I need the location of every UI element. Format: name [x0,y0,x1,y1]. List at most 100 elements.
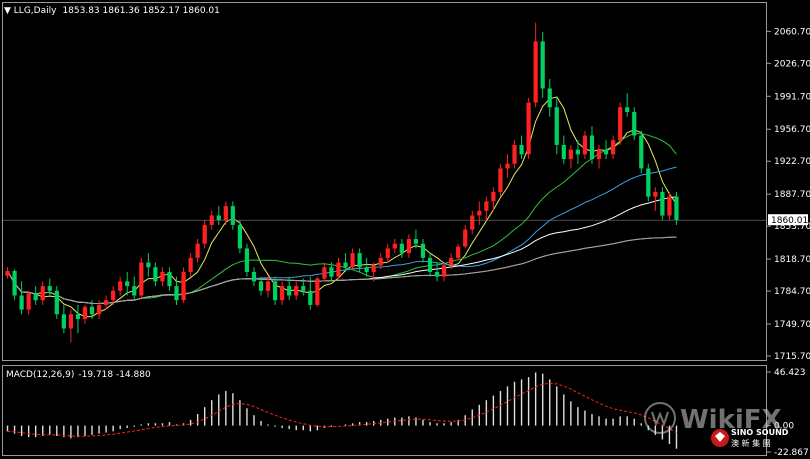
candle [667,191,672,221]
candle [280,281,285,305]
candle [12,269,17,301]
candle [603,140,609,160]
candle-body [533,41,538,103]
candle [146,253,151,277]
current-price-label: 1860.01 [771,216,808,226]
candle-body [75,314,81,320]
candle-body [322,267,327,279]
candle [618,102,623,145]
candle-body [12,271,17,296]
candle-body [237,224,243,249]
ma-blue-line [7,166,677,305]
candle [230,201,235,230]
candle [301,278,306,296]
candle [364,257,369,277]
candle-body [625,107,630,112]
candle [427,253,433,277]
candle-body [132,286,137,296]
main-panel-border [2,2,767,361]
candle-body [160,271,165,282]
candle [413,229,419,249]
candle-body [603,149,609,155]
candle-body [54,290,59,315]
candle [336,257,341,279]
candle [519,135,524,160]
candle-body [195,243,200,258]
candle [125,271,130,296]
candle [434,262,440,282]
candle-body [315,278,320,305]
candle [315,276,320,307]
candle-body [420,243,426,258]
candle [287,276,292,301]
price-tick-label: 1818.70 [774,255,810,265]
candle [153,262,158,287]
candle [82,304,88,324]
candle [456,243,461,260]
price-tick-label: 1887.70 [774,190,810,200]
candle-body [96,304,102,315]
candle [547,79,552,117]
macd-tick-label: -22.867 [774,448,809,458]
candle-body [547,88,552,108]
price-axis: 2060.70 2026.70 1991.70 1956.70 1922.70 1887.… [767,27,810,362]
candle [132,276,137,301]
candle [385,243,390,263]
candle-body [378,257,383,266]
candle-body [484,201,489,211]
price-tick-label: 1956.70 [774,125,810,135]
candle-body [174,286,179,301]
candle-body [456,246,461,258]
candle [19,281,24,315]
candle-body [385,248,390,258]
candle-body [667,196,672,216]
candle-body [40,286,45,301]
candle [188,253,193,277]
candle [223,201,228,225]
candle-body [618,107,623,141]
macd-histogram [6,372,678,449]
candle [498,163,503,197]
price-tick-label: 2060.70 [774,27,810,37]
candle [160,267,165,287]
candle [392,239,397,254]
candle-body [632,111,637,136]
candle [449,253,454,270]
candle-body [646,168,651,197]
candle-body [244,248,250,272]
candle-body [19,295,24,310]
candle [632,107,637,141]
ma-fast-line [7,96,677,318]
candle [526,97,531,160]
candle-body [596,149,602,160]
candle [216,206,221,225]
candle-body [89,306,95,315]
candle-body [589,135,595,160]
candle [350,248,355,270]
candle-body [364,267,369,272]
candle [202,220,207,249]
candle-body [125,281,130,287]
candle [596,144,602,169]
candle [406,234,412,258]
candle-body [392,243,397,249]
candle-body [265,281,271,291]
candle-body [491,191,496,202]
candle-body [526,102,531,155]
candle-body [610,140,616,155]
candle-body [674,196,679,221]
candle-body [449,257,454,266]
candle-body [350,253,355,268]
candle [674,191,679,225]
candle [89,300,95,320]
candle-body [26,293,31,310]
candle-body [329,267,334,277]
candle-body [308,290,313,305]
candle-body [153,267,158,282]
candle-body [343,262,348,268]
candle-body [568,149,573,160]
sino-sound-cn: 澳 新 集 團 [731,438,771,448]
candle-body [512,144,517,164]
price-tick-label: 1784.70 [774,287,810,297]
